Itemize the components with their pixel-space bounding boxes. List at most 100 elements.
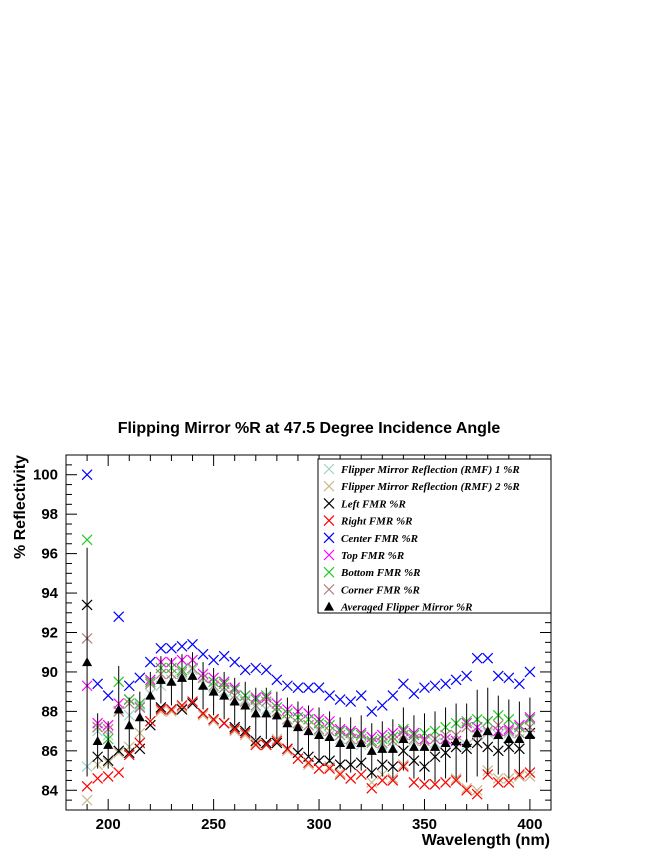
data-point — [166, 642, 177, 654]
data-point — [134, 672, 146, 684]
data-point — [492, 776, 504, 788]
data-point — [166, 705, 177, 717]
data-point — [155, 703, 167, 715]
data-point — [113, 747, 125, 759]
data-point — [155, 702, 167, 713]
data-point — [208, 654, 220, 666]
data-point — [219, 690, 230, 700]
data-point — [440, 678, 451, 690]
data-point — [524, 767, 536, 778]
data-point — [197, 707, 209, 719]
data-point — [239, 725, 251, 737]
legend-entry: Top FMR %R — [341, 550, 404, 562]
data-point — [408, 688, 420, 700]
data-point — [450, 674, 462, 686]
series-8 — [82, 547, 535, 783]
data-point — [334, 767, 346, 778]
data-point — [493, 730, 504, 740]
data-point — [461, 784, 473, 796]
legend-entry: Bottom FMR %R — [340, 567, 420, 579]
data-point — [492, 670, 504, 682]
data-point — [471, 788, 483, 800]
data-point — [123, 749, 135, 761]
data-point — [229, 725, 241, 737]
data-point — [324, 690, 336, 702]
data-point — [292, 682, 304, 694]
x-tick-label: 400 — [517, 816, 542, 833]
x-tick-label: 300 — [307, 816, 332, 833]
data-point — [292, 753, 304, 765]
data-point — [239, 729, 251, 741]
data-point — [92, 773, 104, 784]
data-point — [229, 721, 241, 733]
data-point — [513, 678, 525, 690]
data-point — [303, 759, 314, 771]
data-point — [429, 680, 441, 692]
data-point — [103, 739, 114, 749]
data-point — [345, 739, 356, 749]
data-point — [472, 728, 483, 738]
data-point — [376, 774, 388, 786]
data-point — [271, 674, 283, 686]
data-point — [419, 682, 430, 694]
data-point — [397, 678, 409, 690]
data-point — [524, 771, 536, 782]
data-point — [198, 680, 209, 690]
data-point — [503, 672, 515, 684]
x-tick-label: 250 — [201, 816, 226, 833]
legend: Flipper Mirror Reflection (RMF) 1 %R Flip… — [317, 458, 552, 614]
data-point — [176, 672, 187, 682]
data-point — [113, 611, 125, 623]
legend-marker — [324, 601, 334, 611]
data-point — [450, 774, 462, 786]
data-point — [451, 735, 462, 745]
data-point — [334, 694, 346, 705]
data-point — [176, 702, 188, 713]
data-point — [197, 648, 209, 660]
data-point — [271, 710, 282, 720]
data-point — [218, 650, 230, 662]
data-point — [187, 638, 198, 650]
x-tick-label: 350 — [412, 816, 437, 833]
data-point — [387, 774, 399, 786]
y-tick-label: 90 — [41, 664, 58, 681]
data-point — [187, 670, 198, 680]
legend-entry: Left FMR %R — [340, 498, 406, 510]
series-4 — [81, 469, 536, 717]
data-point — [102, 690, 114, 702]
legend-entry: Flipper Mirror Reflection (RMF) 1 %R — [340, 464, 520, 476]
legend-entry: Center FMR %R — [341, 533, 418, 545]
data-point — [376, 700, 388, 711]
data-point — [281, 745, 293, 757]
data-point — [260, 737, 272, 749]
data-point — [229, 656, 241, 668]
y-axis-title: % Reflectivity — [12, 455, 29, 559]
y-tick-label: 92 — [41, 625, 58, 642]
data-point — [419, 741, 430, 751]
data-point — [377, 743, 388, 753]
legend-entry: Flipper Mirror Reflection (RMF) 2 %R — [340, 481, 520, 493]
data-point — [345, 696, 357, 707]
data-point — [239, 664, 251, 676]
legend-entry: Corner FMR %R — [341, 584, 420, 596]
data-point — [355, 769, 367, 780]
data-point — [229, 696, 240, 706]
chart-title: Flipping Mirror %R at 47.5 Degree Incide… — [118, 420, 501, 437]
data-point — [82, 657, 93, 667]
legend-marker — [323, 549, 335, 561]
data-point — [324, 761, 336, 773]
data-point — [145, 690, 156, 700]
data-point — [176, 640, 188, 652]
data-point — [271, 737, 283, 749]
legend-marker — [323, 515, 335, 527]
data-point — [144, 715, 156, 727]
data-point — [356, 737, 367, 747]
data-point — [324, 732, 335, 742]
data-point — [260, 664, 272, 676]
data-point — [250, 662, 262, 674]
data-point — [197, 709, 209, 721]
data-point — [144, 719, 156, 731]
data-point — [482, 652, 494, 664]
data-point — [239, 727, 251, 739]
data-point — [123, 680, 135, 692]
